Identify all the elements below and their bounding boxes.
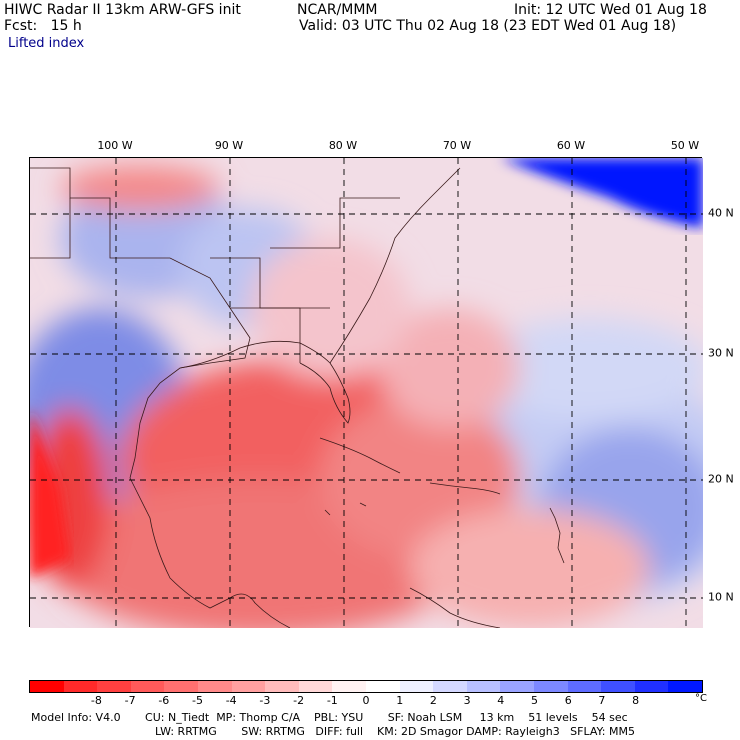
colorbar-swatch [30, 681, 64, 692]
forecast-hour: Fcst: 15 h [4, 18, 82, 34]
colorbar-swatch [197, 681, 232, 692]
org-label: NCAR/MMM [297, 2, 378, 18]
colorbar-swatch [533, 681, 568, 692]
map-canvas [10, 158, 740, 638]
lon-label-60w: 60 W [556, 139, 586, 152]
colorbar-tick-label: -2 [293, 694, 305, 707]
lon-label-90w: 90 W [214, 139, 244, 152]
colorbar-tick-label: -5 [192, 694, 203, 707]
colorbar-tick-label: -6 [158, 694, 170, 707]
init-time: Init: 12 UTC Wed 01 Aug 18 [514, 2, 707, 18]
colorbar-tick-label: 0 [362, 694, 370, 707]
lon-label-100w: 100 W [97, 139, 133, 152]
colorbar-swatch [231, 681, 266, 692]
colorbar-swatch [365, 681, 400, 692]
colorbar-swatch [500, 681, 534, 692]
colorbar-swatch [298, 681, 333, 692]
colorbar-tick-label: 5 [531, 694, 538, 707]
colorbar-tick-label: 4 [497, 694, 505, 707]
colorbar-tick-label: 8 [632, 694, 640, 707]
colorbar-swatch [265, 681, 299, 692]
lon-label-50w: 50 W [670, 139, 700, 152]
colorbar-swatch [567, 681, 602, 692]
colorbar-tick-label: -8 [90, 694, 102, 707]
colorbar-swatch [164, 681, 198, 692]
colorbar-swatch [601, 681, 635, 692]
model-title: HIWC Radar II 13km ARW-GFS init [4, 2, 241, 18]
extreme-stable-region [500, 158, 703, 228]
colorbar-swatch [63, 681, 98, 692]
colorbar-swatch [332, 681, 366, 692]
colorbar-swatch [130, 681, 165, 692]
colorbar-swatch [466, 681, 501, 692]
lat-lon-grid [30, 158, 703, 628]
colorbar-tick-label: 2 [429, 694, 437, 707]
extreme-unstable-region [30, 408, 70, 578]
colorbar-swatch [97, 681, 131, 692]
colorbar-tick-label: 6 [564, 694, 572, 707]
colorbar-swatch [399, 681, 434, 692]
model-info-line2: LW: RRTMG SW: RRTMG DIFF: full KM: 2D Sm… [155, 725, 635, 738]
colorbar-tick-label: -3 [259, 694, 271, 707]
lifted-index-map [10, 157, 740, 638]
colorbar-tick-label: -1 [326, 694, 338, 707]
colorbar-unit: °C [695, 693, 707, 704]
colorbar-swatch [668, 681, 702, 692]
colorbar-tick-label: 1 [396, 694, 404, 707]
model-info-line1: Model Info: V4.0 CU: N_Tiedt MP: Thomp C… [31, 711, 628, 724]
colorbar [29, 680, 703, 693]
colorbar-swatch [634, 681, 669, 692]
colorbar-tick-label: -4 [225, 694, 237, 707]
colorbar-tick-label: -7 [124, 694, 136, 707]
lon-label-70w: 70 W [442, 139, 472, 152]
lat-label-20n: 20 N [708, 472, 734, 486]
colorbar-swatch [433, 681, 467, 692]
colorbar-tick-label: 7 [598, 694, 606, 707]
lon-label-80w: 80 W [328, 139, 358, 152]
coastlines-and-borders [30, 167, 565, 629]
valid-time: Valid: 03 UTC Thu 02 Aug 18 (23 EDT Wed … [299, 18, 677, 34]
lat-label-10n: 10 N [708, 590, 734, 604]
field-name: Lifted index [8, 36, 85, 51]
lat-label-30n: 30 N [708, 346, 734, 360]
lat-label-40n: 40 N [708, 206, 734, 220]
colorbar-tick-label: 3 [463, 694, 471, 707]
